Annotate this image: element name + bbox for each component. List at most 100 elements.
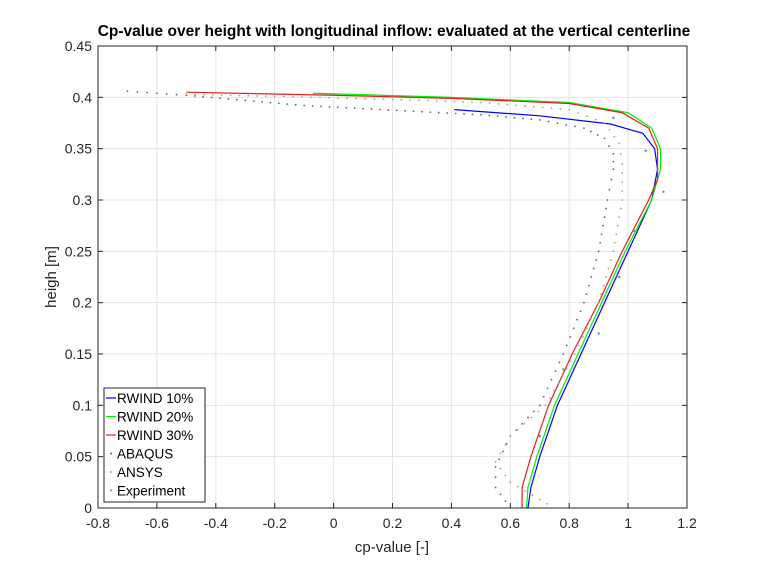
data-point [421,110,423,113]
series-abaqus [126,90,615,503]
data-point [537,410,540,413]
data-point [311,105,314,107]
data-point [328,105,331,108]
data-point [618,142,621,145]
data-point [610,178,613,181]
data-point [494,466,497,468]
data-point [509,481,512,484]
data-point [524,489,526,492]
data-point [544,404,547,407]
data-point [523,422,526,425]
data-point [509,435,512,438]
data-point [391,98,394,101]
data-point [589,130,592,133]
data-point [621,181,624,183]
data-point [569,360,572,363]
data-point [585,327,588,330]
legend-swatch [110,452,112,455]
data-point [202,95,205,98]
legend-item: Experiment [110,484,186,499]
data-point [574,125,576,128]
legend-item: RWIND 30% [106,428,193,443]
data-point [454,112,457,115]
data-point [426,99,429,102]
data-point [538,404,541,407]
data-point [538,498,541,501]
data-point [278,102,280,105]
data-point [608,188,611,191]
data-point [193,95,196,97]
data-point [211,93,214,96]
data-point [446,112,449,114]
legend-label: RWIND 20% [117,410,193,425]
data-point [583,127,585,130]
data-point [505,116,507,118]
data-point [463,113,465,115]
data-point [136,90,139,93]
legend-label: ABAQUS [117,447,173,462]
data-point [522,117,524,120]
data-point [532,410,535,413]
data-point [577,112,579,114]
data-point [572,327,575,330]
data-point [286,103,289,105]
data-point [559,108,562,110]
data-point [621,172,624,174]
data-point [538,119,541,121]
data-point [345,106,348,109]
series-line [186,91,659,508]
data-point [462,100,465,103]
data-point [126,90,129,93]
x-tick-label: -0.2 [263,515,287,531]
data-point [156,92,158,95]
y-tick-label: 0.4 [73,89,93,105]
y-tick-label: 0.1 [73,397,93,413]
data-point [494,460,497,463]
data-point [583,301,585,304]
data-point [568,108,571,111]
legend-label: Experiment [117,484,186,499]
data-point [600,233,603,236]
data-point [256,94,258,97]
series-rwind-20- [312,92,662,509]
y-axis-label: heigh [m] [43,246,60,308]
x-tick-label: 1.2 [677,515,697,531]
series-rwind-30- [186,91,659,508]
data-point [621,199,624,201]
data-point [310,96,312,99]
series-line [454,109,659,509]
legend-item: RWIND 10% [106,391,193,406]
data-point [261,100,263,103]
legend-swatch [110,471,112,473]
data-point [546,387,549,390]
data-point [615,233,618,236]
data-point [404,109,407,112]
data-point [608,128,611,131]
data-point [194,93,197,96]
data-point [644,149,647,152]
data-point [594,118,597,121]
data-point [613,241,616,244]
data-point [619,152,622,155]
legend-item: ABAQUS [110,447,173,462]
data-point [320,105,322,108]
data-point [548,397,551,399]
data-point [546,502,549,505]
data-point [504,500,507,503]
data-point [229,94,232,97]
data-point [621,190,624,192]
data-point [613,135,616,138]
data-point [220,94,223,96]
y-tick-label: 0.45 [65,38,92,54]
legend-label: ANSYS [117,465,163,480]
data-point [547,120,550,123]
data-point [550,107,553,110]
data-point [252,100,255,103]
data-point [589,318,592,321]
data-point [471,113,474,116]
data-point [605,276,607,278]
data-point [621,163,624,165]
data-point [346,97,349,100]
data-point [400,98,403,101]
